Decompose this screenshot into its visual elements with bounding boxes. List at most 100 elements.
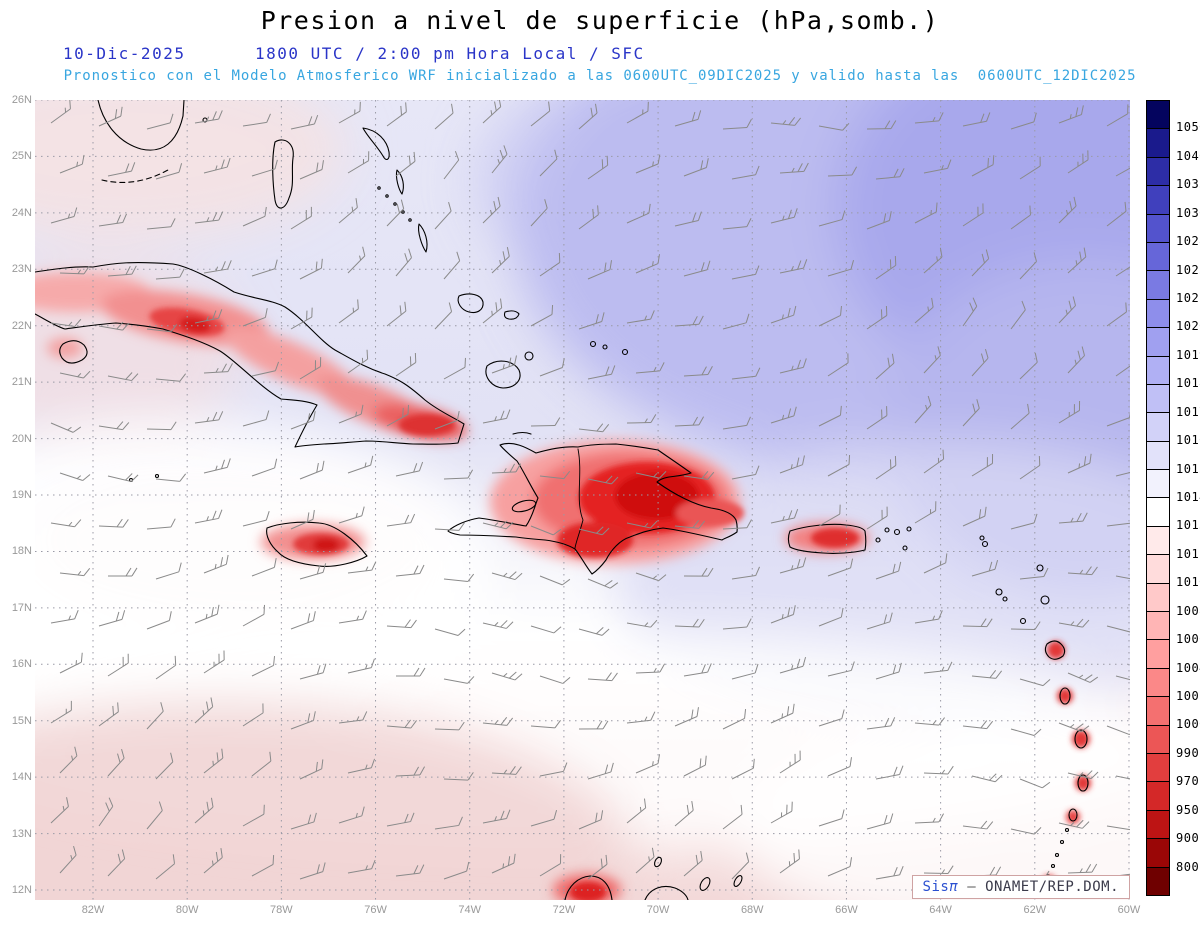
wind-barb	[722, 217, 752, 230]
lat-tick-label: 12N	[11, 884, 32, 897]
wind-barb	[779, 259, 808, 274]
wind-barb	[1115, 469, 1130, 477]
wind-barb	[242, 206, 267, 227]
coast-nevis	[1002, 596, 1008, 602]
wind-barb	[722, 519, 752, 530]
wind-barb	[338, 711, 368, 724]
subtitle-row: 10-Dic-2025 1800 UTC / 2:00 pm Hora Loca…	[0, 44, 1200, 64]
wind-barb	[587, 578, 619, 589]
wind-barb	[875, 662, 902, 680]
wind-barb	[914, 112, 944, 124]
wind-barb	[971, 155, 995, 177]
colorbar-segment	[1147, 555, 1169, 584]
wind-barb	[683, 755, 707, 777]
wind-barb	[386, 513, 416, 527]
wind-barb	[971, 773, 1003, 783]
wind-barb	[779, 455, 805, 474]
wind-barb	[50, 422, 82, 433]
wind-barb	[530, 304, 554, 327]
colorbar-segment	[1147, 470, 1169, 499]
wind-barb	[299, 160, 324, 180]
wind-barb	[770, 605, 796, 624]
colorbar-segment	[1147, 242, 1169, 272]
wind-barb	[578, 720, 609, 730]
wind-barb	[107, 473, 139, 482]
wind-barb	[443, 251, 461, 280]
colorbar-segment	[1147, 356, 1169, 385]
coast-cayman	[154, 473, 160, 479]
wind-barb	[443, 861, 470, 880]
wind-barb	[251, 159, 278, 177]
wind-barb	[290, 812, 317, 830]
wind-barb	[722, 313, 750, 330]
coast-curacao	[699, 877, 711, 891]
coast-martinique	[1074, 729, 1088, 749]
wind-barb	[731, 663, 759, 680]
wind-barb	[923, 865, 954, 875]
wind-barb	[107, 265, 137, 277]
wind-barb	[434, 202, 452, 230]
wind-barb	[347, 151, 370, 174]
colorbar-segment	[1147, 384, 1169, 414]
coast-paraguana	[644, 885, 689, 900]
coast-bonaire	[733, 875, 743, 887]
wind-barb	[443, 150, 460, 180]
wind-barb	[923, 247, 943, 274]
wind-barb	[587, 672, 618, 682]
pi-icon: π	[949, 879, 959, 895]
wind-barb	[626, 711, 656, 724]
wind-barb	[635, 254, 660, 274]
coast-antigua	[1040, 595, 1050, 605]
wind-barb	[1019, 567, 1049, 580]
wind-barb	[395, 864, 425, 877]
wind-barb	[626, 798, 647, 824]
colorbar-segment	[1147, 612, 1169, 641]
wind-barb	[347, 246, 366, 274]
wind-barb	[626, 414, 657, 424]
wind-barb	[827, 661, 855, 677]
lon-tick-label: 64W	[929, 904, 952, 916]
wind-barb	[299, 460, 325, 480]
wind-barb	[242, 308, 268, 327]
wind-barb	[395, 151, 416, 177]
wind-barb	[818, 809, 845, 827]
wind-barb	[347, 561, 377, 574]
wind-barb	[434, 628, 466, 636]
wind-barb	[203, 650, 225, 674]
coast-dominica	[1059, 687, 1071, 705]
wind-barb	[530, 625, 562, 634]
lon-tick-label: 70W	[646, 904, 670, 916]
wind-barb	[731, 165, 760, 180]
coast-andros	[272, 139, 294, 209]
wind-barb	[539, 149, 558, 177]
wind-barb	[674, 520, 706, 529]
colorbar-segment	[1147, 299, 1169, 329]
coast-anguilla	[979, 535, 985, 541]
wind-barb	[443, 676, 475, 684]
wind-barb	[827, 353, 849, 377]
colorbar-segment	[1147, 782, 1169, 811]
wind-barb	[578, 526, 610, 536]
wind-barb	[1019, 678, 1051, 687]
coast-st-vincent	[1068, 808, 1078, 822]
coast-barbuda	[1036, 564, 1044, 572]
wind-barb	[155, 655, 177, 680]
wind-barb	[914, 202, 938, 224]
lat-tick-label: 14N	[11, 771, 32, 784]
wind-barb	[1115, 675, 1130, 683]
wind-barb	[107, 567, 138, 577]
wind-barb	[98, 702, 119, 727]
lat-tick-label: 13N	[11, 827, 32, 840]
wind-barb	[251, 558, 277, 577]
wind-barb	[539, 470, 571, 480]
wind-barb	[962, 297, 978, 327]
wind-barb	[107, 162, 136, 177]
wind-barb	[290, 307, 313, 330]
wind-barb	[1010, 403, 1030, 430]
wind-barb	[818, 709, 845, 727]
colorbar-label: 1018	[1176, 376, 1200, 391]
wind-barb	[299, 357, 322, 380]
wind-barb	[962, 399, 980, 427]
wind-barb	[1106, 408, 1130, 427]
lat-tick-label: 21N	[11, 376, 32, 389]
